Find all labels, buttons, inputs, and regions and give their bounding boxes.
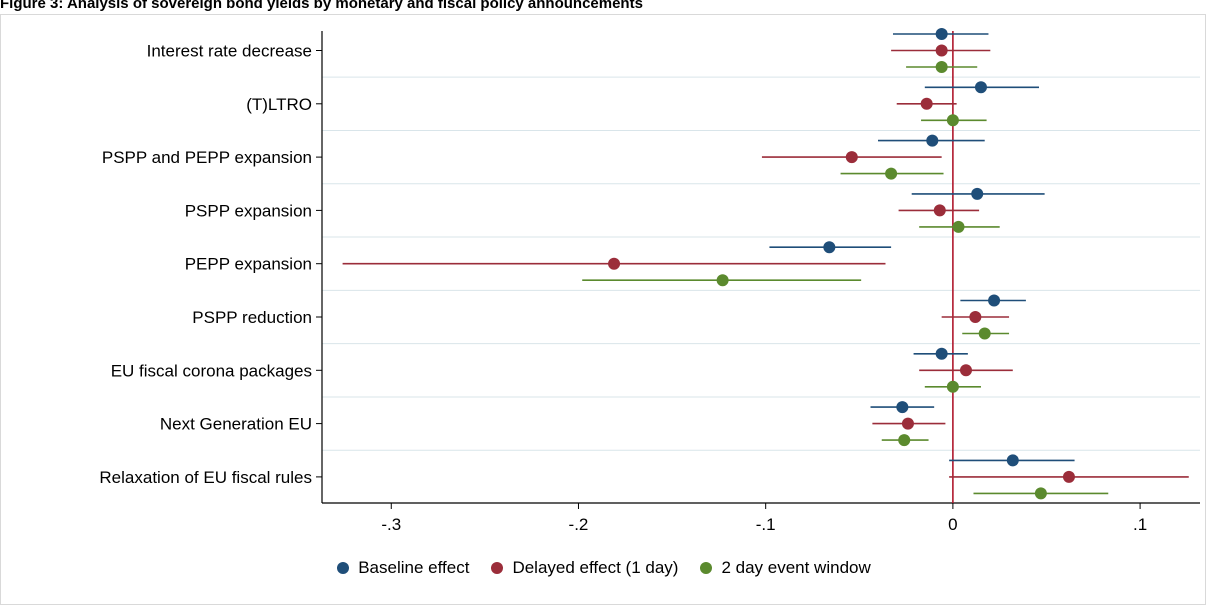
- point-estimate: [823, 241, 836, 254]
- point-estimate: [935, 61, 948, 73]
- category-label: PSPP reduction: [192, 308, 312, 327]
- category-label: Interest rate decrease: [147, 42, 312, 61]
- legend-marker-window2: [700, 562, 713, 574]
- figure-title: Figure 3: Analysis of sovereign bond yie…: [0, 0, 643, 12]
- category-label: PEPP expansion: [185, 255, 312, 274]
- point-estimate: [935, 347, 948, 360]
- category-label: PSPP and PEPP expansion: [102, 148, 312, 167]
- legend-label-delayed: Delayed effect (1 day): [512, 558, 679, 577]
- category-labels: Interest rate decrease (T)LTRO PSPP and PE…: [99, 42, 312, 487]
- point-estimate: [885, 167, 898, 180]
- legend-label-window2: 2 day event window: [721, 558, 871, 577]
- point-estimate: [971, 187, 984, 200]
- chart-frame: [0, 14, 1206, 605]
- point-estimate: [935, 44, 948, 57]
- point-estimate: [1006, 454, 1019, 467]
- point-estimate: [974, 81, 987, 94]
- point-estimate: [1062, 470, 1075, 483]
- grid-lines: [322, 76, 1200, 451]
- point-estimate: [901, 417, 914, 430]
- point-estimate: [933, 204, 946, 217]
- category-label: PSPP expansion: [185, 201, 312, 220]
- legend-item-baseline: Baseline effect: [337, 558, 469, 578]
- category-label: Relaxation of EU fiscal rules: [99, 468, 312, 487]
- point-estimate: [845, 151, 858, 164]
- point-estimate: [969, 311, 982, 323]
- point-estimate: [926, 134, 939, 147]
- point-estimate: [935, 28, 948, 40]
- point-estimate: [946, 114, 959, 127]
- x-tick-label: -.1: [756, 515, 776, 534]
- category-label: (T)LTRO: [246, 95, 312, 114]
- point-estimate: [920, 97, 933, 110]
- point-estimate: [959, 364, 972, 377]
- legend-marker-baseline: [337, 562, 350, 574]
- coefficient-marks: [342, 28, 1189, 500]
- legend-item-window2: 2 day event window: [700, 558, 871, 578]
- point-estimate: [952, 220, 965, 233]
- axes: [316, 31, 1200, 504]
- point-estimate: [988, 294, 1001, 307]
- point-estimate: [898, 434, 911, 447]
- legend-marker-delayed: [491, 562, 504, 574]
- point-estimate: [896, 401, 909, 414]
- x-tick-label: 0: [948, 515, 957, 534]
- legend-label-baseline: Baseline effect: [358, 558, 470, 577]
- legend: Baseline effect Delayed effect (1 day) 2…: [0, 558, 1208, 578]
- legend-item-delayed: Delayed effect (1 day): [491, 558, 678, 578]
- point-estimate: [978, 327, 991, 340]
- point-estimate: [1034, 487, 1047, 500]
- x-axis-ticks: -.3 -.2 -.1 0 .1: [381, 503, 1147, 534]
- category-label: Next Generation EU: [160, 415, 312, 434]
- point-estimate: [608, 257, 621, 270]
- point-estimate: [716, 274, 729, 287]
- category-label: EU fiscal corona packages: [111, 361, 312, 380]
- point-estimate: [946, 380, 959, 393]
- x-tick-label: -.2: [569, 515, 589, 534]
- x-tick-label: .1: [1133, 515, 1147, 534]
- x-tick-label: -.3: [381, 515, 401, 534]
